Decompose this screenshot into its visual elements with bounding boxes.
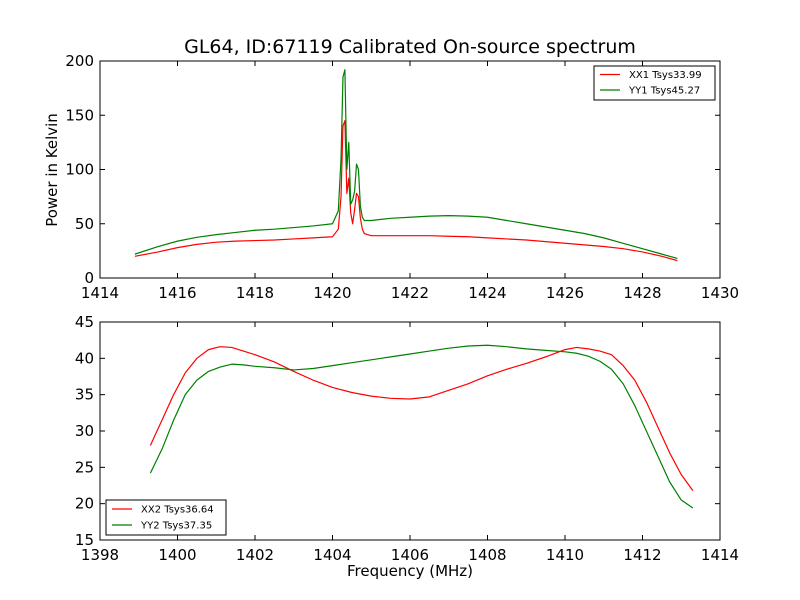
x-tick-label: 1412 [623, 546, 661, 564]
bottom-spectrum-plot: 1398 1400 1402 1404 1406 1408 1410 1412 1414 15 20… [75, 313, 739, 564]
y-tick-label: 200 [65, 52, 94, 70]
legend: XX1 Tsys33.99 YY1 Tsys45.27 [593, 65, 716, 101]
y-tick-label: 45 [75, 313, 94, 331]
legend-label: YY1 Tsys45.27 [628, 86, 700, 97]
legend-label: XX2 Tsys36.64 [141, 505, 214, 516]
x-tick-label: 1430 [701, 284, 739, 302]
y-tick-label: 30 [75, 422, 94, 440]
top-spectrum-plot: 1414 1416 1418 1420 1422 1424 1426 1428 1430 0 50 1… [65, 52, 739, 302]
x-tick-label: 1408 [468, 546, 506, 564]
figure-title: GL64, ID:67119 Calibrated On-source spec… [184, 36, 636, 58]
y-tick-label: 150 [65, 106, 94, 124]
legend-box [105, 499, 227, 536]
x-tick-label: 1414 [81, 284, 119, 302]
y-tick-label: 0 [84, 269, 94, 287]
x-tick-label: 1426 [546, 284, 584, 302]
y-tick-label: 40 [75, 349, 94, 367]
legend-label: YY2 Tsys37.35 [140, 521, 212, 532]
x-tick-label: 1400 [158, 546, 196, 564]
bottom-x-axis-label: Frequency (MHz) [347, 562, 473, 580]
y-tick-label: 35 [75, 386, 94, 404]
legend-label: XX1 Tsys33.99 [629, 70, 702, 81]
x-tick-label: 1428 [623, 284, 661, 302]
x-tick-label: 1398 [81, 546, 119, 564]
series-line-green-1 [134, 69, 678, 260]
legend: XX2 Tsys36.64 YY2 Tsys37.35 [105, 499, 227, 536]
y-tick-label: 25 [75, 458, 94, 476]
x-tick-label: 1404 [313, 546, 351, 564]
x-tick-label: 1410 [546, 546, 584, 564]
y-tick-label: 50 [75, 215, 94, 233]
series-line-red-1 [134, 120, 678, 262]
series-line-red-2 [149, 346, 694, 491]
x-tick-label: 1416 [158, 284, 196, 302]
series-line-green-2 [149, 344, 694, 509]
y-tick-label: 100 [65, 161, 94, 179]
legend-box [593, 65, 716, 101]
x-tick-label: 1406 [391, 546, 429, 564]
x-tick-label: 1420 [313, 284, 351, 302]
x-tick-label: 1424 [468, 284, 506, 302]
y-tick-label: 15 [75, 531, 94, 549]
y-tick-label: 20 [75, 495, 94, 513]
top-y-axis-label: Power in Kelvin [43, 113, 61, 227]
x-tick-label: 1422 [391, 284, 429, 302]
x-tick-label: 1402 [236, 546, 274, 564]
x-tick-label: 1414 [701, 546, 739, 564]
x-tick-label: 1418 [236, 284, 274, 302]
